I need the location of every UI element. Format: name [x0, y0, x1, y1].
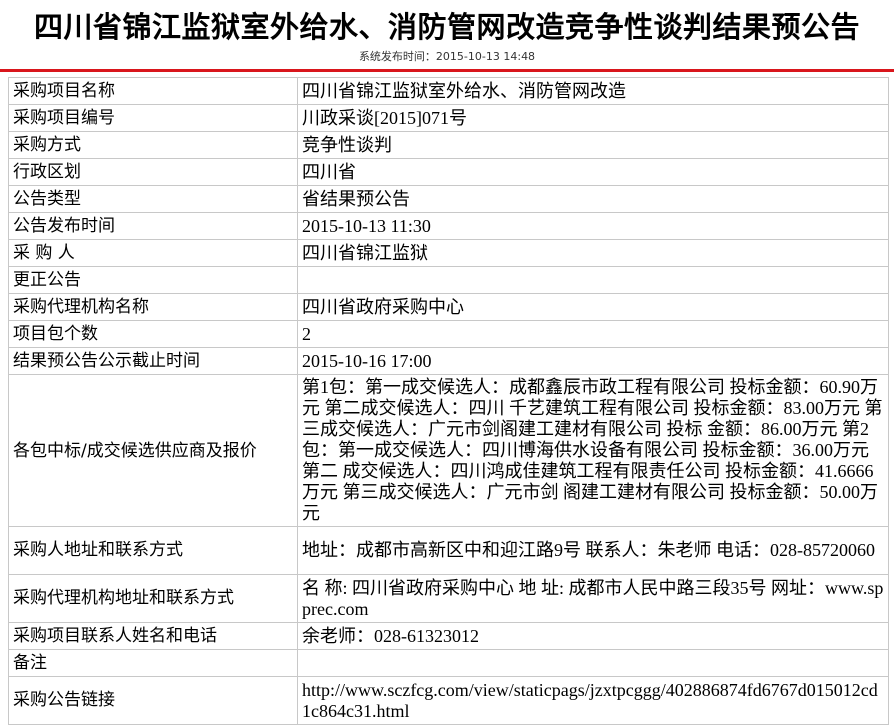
- table-row-project-contact: 采购项目联系人姓名和电话 余老师：028-61323012: [8, 622, 889, 650]
- project-number-label: 采购项目编号: [8, 104, 298, 132]
- publish-time: 系统发布时间：2015-10-13 14:48: [358, 50, 536, 63]
- correction-notice-label: 更正公告: [8, 266, 298, 294]
- agency-contact-value: 名 称: 四川省政府采购中心 地 址: 成都市人民中路三段35号 网址：www.…: [297, 574, 889, 623]
- procurement-method-value: 竞争性谈判: [297, 131, 889, 159]
- table-row-agency-contact: 采购代理机构地址和联系方式名 称: 四川省政府采购中心 地 址: 成都市人民中路…: [8, 574, 889, 623]
- divider: [0, 69, 894, 72]
- purchaser-label: 采 购 人: [8, 239, 298, 267]
- candidates-label: 各包中标/成交候选供应商及报价: [8, 374, 298, 527]
- announcement-table: 采购项目名称 四川省锦江监狱室外给水、消防管网改造 采购项目编号 川政采谈[2015]…: [8, 77, 889, 725]
- table-row-notice-type: 公告类型 省结果预公告: [8, 185, 889, 213]
- procurement-method-label: 采购方式: [8, 131, 298, 159]
- correction-notice-value: [297, 266, 889, 294]
- page-title: 四川省锦江监狱室外给水、消防管网改造竞争性谈判结果预公告: [33, 10, 860, 44]
- purchaser-contact-label: 采购人地址和联系方式: [8, 526, 298, 575]
- table-row-purchaser: 采 购 人四川省锦江监狱: [8, 239, 889, 267]
- agency-contact-label: 采购代理机构地址和联系方式: [8, 574, 298, 623]
- project-name-value: 四川省锦江监狱室外给水、消防管网改造: [297, 77, 889, 105]
- deadline-label: 结果预公告公示截止时间: [8, 347, 298, 375]
- agency-name-label: 采购代理机构名称: [8, 293, 298, 321]
- package-count-label: 项目包个数: [8, 320, 298, 348]
- agency-name-value: 四川省政府采购中心: [297, 293, 889, 321]
- purchaser-contact-value: 地址：成都市高新区中和迎江路9号 联系人：朱老师 电话：028-85720060: [297, 526, 889, 575]
- project-number-value: 川政采谈[2015]071号: [297, 104, 889, 132]
- remarks-label: 备注: [8, 649, 298, 677]
- table-row-procurement-method: 采购方式 竞争性谈判: [8, 131, 889, 159]
- notice-time-value: 2015-10-13 11:30: [297, 212, 889, 240]
- project-contact-value: 余老师：028-61323012: [297, 622, 889, 650]
- table-row-notice-time: 公告发布时间 2015-10-13 11:30: [8, 212, 889, 240]
- candidates-value: 第1包：第一成交候选人：成都鑫辰市政工程有限公司 投标金额：60.90万元 第二…: [297, 374, 889, 527]
- project-name-label: 采购项目名称: [8, 77, 298, 105]
- notice-link-label: 采购公告链接: [8, 676, 298, 725]
- table-row-deadline: 结果预公告公示截止时间 2015-10-16 17:00: [8, 347, 889, 375]
- package-count-value: 2: [297, 320, 889, 348]
- notice-link-value[interactable]: http://www.sczfcg.com/view/staticpags/jz…: [297, 676, 889, 725]
- table-row-agency-name: 采购代理机构名称 四川省政府采购中心: [8, 293, 889, 321]
- table-row-candidates: 各包中标/成交候选供应商及报价 第1包：第一成交候选人：成都鑫辰市政工程有限公司 …: [8, 374, 889, 527]
- project-contact-label: 采购项目联系人姓名和电话: [8, 622, 298, 650]
- table-row-package-count: 项目包个数 2: [8, 320, 889, 348]
- notice-time-label: 公告发布时间: [8, 212, 298, 240]
- region-value: 四川省: [297, 158, 889, 186]
- table-row-purchaser-contact: 采购人地址和联系方式 地址：成都市高新区中和迎江路9号 联系人：朱老师 电话：02…: [8, 526, 889, 575]
- table-row-remarks: 备注: [8, 649, 889, 677]
- table-row-correction-notice: 更正公告: [8, 266, 889, 294]
- table-row-region: 行政区划 四川省: [8, 158, 889, 186]
- table-row-project-number: 采购项目编号 川政采谈[2015]071号: [8, 104, 889, 132]
- purchaser-value: 四川省锦江监狱: [297, 239, 889, 267]
- remarks-value: [297, 649, 889, 677]
- notice-type-label: 公告类型: [8, 185, 298, 213]
- table-row-notice-link: 采购公告链接 http://www.sczfcg.com/view/staticp…: [8, 676, 889, 725]
- deadline-value: 2015-10-16 17:00: [297, 347, 889, 375]
- table-row-project-name: 采购项目名称 四川省锦江监狱室外给水、消防管网改造: [8, 77, 889, 105]
- notice-type-value: 省结果预公告: [297, 185, 889, 213]
- region-label: 行政区划: [8, 158, 298, 186]
